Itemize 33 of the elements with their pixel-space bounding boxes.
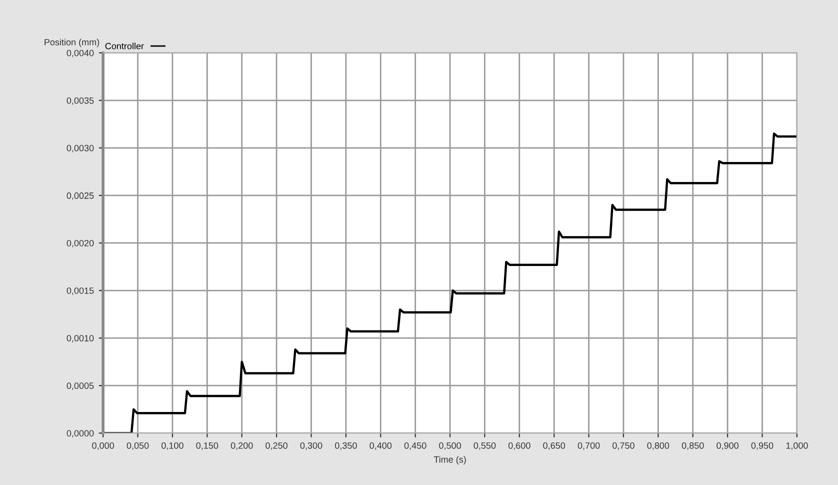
x-tick-label: 0,000 xyxy=(92,442,114,450)
x-tick-label: 0,400 xyxy=(370,442,392,450)
x-tick-label: 1,000 xyxy=(786,442,808,450)
y-tick-label: 0,0025 xyxy=(66,192,94,200)
y-tick-label: 0,0020 xyxy=(66,240,94,248)
x-tick-label: 0,650 xyxy=(543,442,566,450)
x-tick-label: 0,500 xyxy=(439,442,461,450)
x-tick-label: 0,850 xyxy=(682,442,704,450)
x-tick-label: 0,450 xyxy=(404,442,426,450)
x-tick-label: 0,350 xyxy=(334,442,357,450)
x-tick-label: 0,550 xyxy=(474,442,496,450)
x-tick-label: 0,050 xyxy=(126,442,149,450)
y-tick-label: 0,0010 xyxy=(66,335,94,342)
x-tick-label: 0,900 xyxy=(716,442,738,450)
x-tick-label: 0,250 xyxy=(266,442,288,450)
x-tick-label: 0,750 xyxy=(612,442,634,450)
x-tick-label: 0,150 xyxy=(196,442,218,450)
y-tick-label: 0,0000 xyxy=(66,430,94,438)
y-tick-label: 0,0035 xyxy=(66,97,94,105)
x-tick-label: 0,200 xyxy=(230,442,253,450)
y-tick-label: 0,0015 xyxy=(66,287,94,295)
x-tick-label: 0,700 xyxy=(578,442,600,450)
x-axis-title: Time (s) xyxy=(434,456,466,465)
y-tick-label: 0,0005 xyxy=(66,382,94,390)
legend-label: Controller xyxy=(105,42,144,50)
x-tick-label: 0,300 xyxy=(300,442,322,450)
x-tick-label: 0,100 xyxy=(162,442,184,450)
x-tick-label: 0,950 xyxy=(751,442,774,450)
y-tick-label: 0,0030 xyxy=(66,144,94,152)
y-axis-title: Position (mm) xyxy=(44,38,100,48)
x-tick-label: 0,800 xyxy=(647,442,670,450)
y-tick-label: 0,0040 xyxy=(66,50,94,58)
x-tick-label: 0,600 xyxy=(508,442,530,450)
